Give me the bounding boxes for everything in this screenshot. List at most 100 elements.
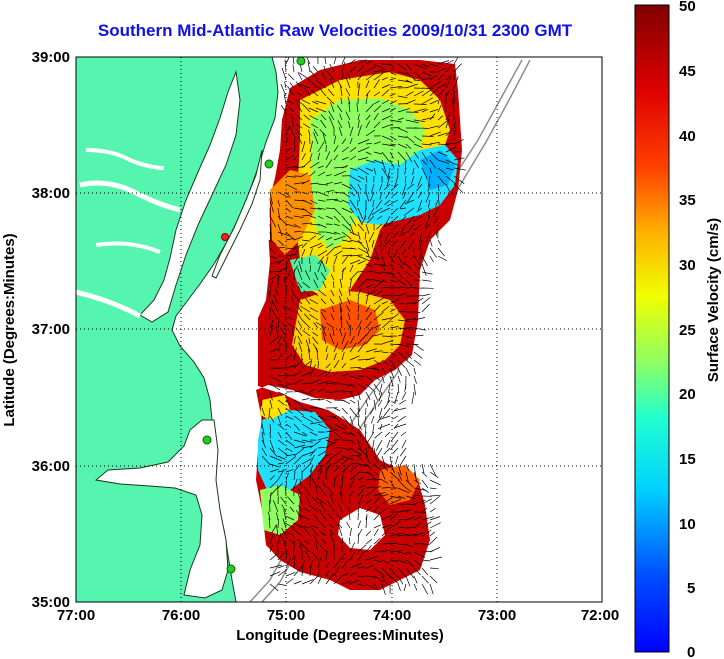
velocity-vector (301, 207, 312, 215)
velocity-vector (371, 439, 375, 452)
velocity-vector (293, 154, 299, 161)
velocity-vector (277, 334, 283, 345)
velocity-vector (302, 281, 311, 289)
velocity-vector (419, 247, 423, 261)
velocity-vector (357, 260, 366, 265)
colorbar-tick-label: 5 (687, 580, 695, 597)
velocity-vector (301, 451, 315, 457)
velocity-vector (413, 351, 423, 359)
velocity-vector (373, 391, 378, 401)
velocity-vector (341, 183, 353, 190)
velocity-vector (357, 114, 360, 121)
velocity-vector (365, 555, 379, 561)
velocity-vector (373, 367, 380, 371)
velocity-vector (397, 71, 410, 75)
station-marker[interactable] (264, 159, 274, 169)
velocity-vector (365, 489, 376, 497)
velocity-vector (365, 545, 372, 553)
velocity-vector (413, 583, 418, 591)
velocity-vector (453, 120, 456, 129)
velocity-vector (315, 107, 327, 113)
velocity-vector (421, 293, 430, 297)
velocity-vector (320, 545, 327, 553)
velocity-vector (349, 375, 361, 380)
velocity-vector (357, 544, 367, 553)
velocity-vector (445, 183, 451, 193)
velocity-vector (349, 342, 357, 353)
velocity-vector (309, 398, 321, 401)
velocity-vector (404, 199, 415, 205)
velocity-vector (365, 486, 374, 489)
velocity-vector (365, 255, 377, 260)
velocity-vector (327, 88, 335, 97)
velocity-vector (357, 270, 365, 273)
velocity-vector (404, 159, 407, 170)
y-tick-label: 37:00 (32, 321, 70, 338)
velocity-vector (413, 103, 427, 105)
velocity-vector (365, 60, 372, 65)
velocity-vector (301, 398, 310, 401)
station-marker[interactable] (296, 57, 306, 66)
velocity-vector (384, 183, 391, 191)
velocity-vector (421, 151, 429, 162)
velocity-vector (391, 415, 399, 420)
velocity-vector (373, 359, 380, 365)
velocity-vector (397, 533, 409, 537)
velocity-vector (320, 119, 327, 129)
velocity-vector (328, 523, 335, 529)
velocity-vector (269, 479, 279, 489)
velocity-vector (269, 299, 274, 313)
velocity-vector (389, 575, 399, 584)
velocity-vector (405, 479, 414, 488)
velocity-vector (349, 191, 356, 197)
velocity-vector (313, 322, 319, 329)
velocity-vector (421, 63, 430, 68)
velocity-vector (333, 255, 338, 265)
velocity-vector (381, 567, 391, 578)
velocity-vector (381, 351, 389, 354)
velocity-vector (277, 258, 285, 265)
velocity-vector (285, 294, 287, 305)
station-marker[interactable] (202, 435, 212, 445)
velocity-vector (293, 463, 301, 473)
velocity-vector (413, 297, 424, 305)
velocity-vector (381, 263, 386, 271)
velocity-vector (309, 242, 322, 249)
velocity-vector (318, 486, 327, 497)
velocity-vector (437, 175, 446, 185)
velocity-vector (365, 471, 374, 477)
velocity-vector (357, 383, 367, 390)
velocity-vector (421, 77, 432, 81)
velocity-vector (280, 496, 287, 505)
velocity-vector (373, 538, 381, 545)
velocity-vector (269, 552, 280, 561)
velocity-vector (349, 247, 357, 250)
velocity-vector (333, 223, 340, 227)
velocity-vector (429, 583, 434, 595)
velocity-vector (357, 83, 361, 97)
velocity-vector (285, 137, 289, 145)
velocity-vector (285, 557, 292, 569)
velocity-vector (379, 191, 383, 200)
velocity-vector (338, 503, 343, 513)
velocity-vector (405, 527, 415, 529)
velocity-vector (341, 72, 344, 81)
velocity-vector (349, 199, 358, 211)
station-marker[interactable] (221, 233, 229, 241)
velocity-vector (277, 455, 286, 460)
velocity-vector (297, 320, 303, 329)
velocity-vector (325, 399, 332, 404)
colorbar-tick-label: 35 (679, 192, 696, 209)
velocity-vector (381, 335, 392, 337)
station-marker[interactable] (226, 564, 236, 574)
velocity-vector (397, 271, 404, 279)
velocity-vector (330, 313, 335, 321)
velocity-vector (302, 103, 311, 113)
velocity-vector (277, 407, 283, 416)
velocity-vector (301, 415, 314, 423)
velocity-vector (325, 369, 332, 377)
map-grid (76, 57, 602, 602)
velocity-vector (376, 447, 383, 457)
velocity-vector (349, 579, 360, 585)
velocity-vector (402, 183, 407, 196)
